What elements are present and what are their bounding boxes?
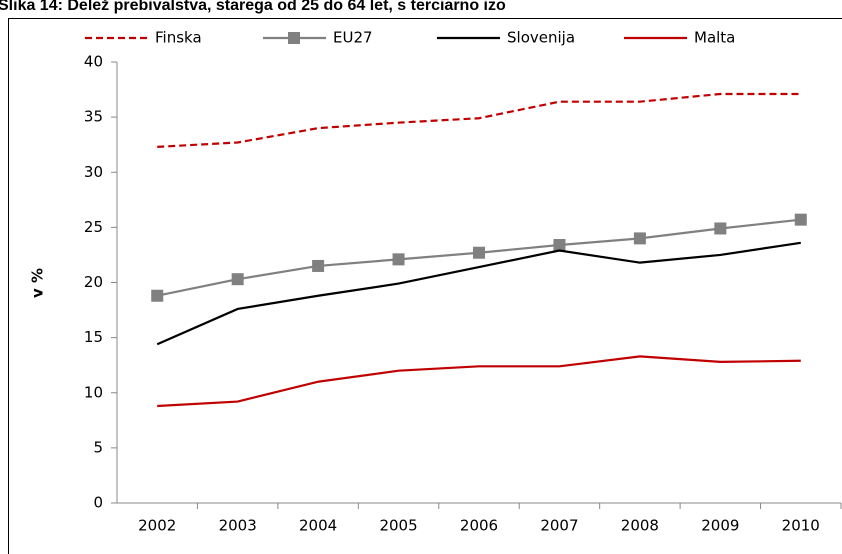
series-marker	[392, 253, 405, 266]
x-tick-label: 2006	[460, 517, 498, 535]
legend-marker	[288, 32, 300, 44]
series-marker	[473, 246, 485, 259]
chart-title: Slika 14: Delež prebivalstva, starega od…	[0, 0, 506, 14]
series-line	[157, 355, 801, 408]
y-tick-label: 15	[84, 328, 103, 346]
y-tick-label: 35	[84, 108, 103, 126]
y-tick-label: 5	[93, 438, 103, 456]
series-marker	[633, 232, 646, 245]
legend-label: Slovenija	[507, 29, 575, 47]
legend-label: Finska	[155, 29, 202, 47]
series-marker	[553, 239, 566, 252]
legend-label: Malta	[694, 29, 735, 47]
x-tick-label: 2010	[782, 517, 820, 535]
x-tick-label: 2002	[138, 517, 176, 535]
series-marker	[151, 289, 164, 302]
series-marker	[231, 273, 244, 286]
x-tick-label: 2009	[701, 517, 739, 535]
y-tick-label: 0	[93, 494, 103, 512]
x-tick-label: 2007	[540, 517, 578, 535]
chart-frame	[8, 18, 842, 554]
x-tick-label: 2004	[299, 517, 337, 535]
legend-label: EU27	[333, 29, 373, 47]
y-tick-label: 20	[84, 273, 103, 291]
x-tick-label: 2003	[219, 517, 257, 535]
x-tick-label: 2008	[621, 517, 659, 535]
series-line	[157, 92, 801, 148]
series-marker	[714, 222, 727, 235]
series-line	[156, 241, 801, 346]
y-tick-label: 40	[84, 53, 103, 71]
series-marker	[312, 259, 325, 272]
y-axis-label: v %	[29, 268, 47, 298]
y-tick-label: 25	[84, 218, 103, 236]
y-tick-label: 30	[84, 163, 103, 181]
series-marker	[794, 213, 807, 226]
x-tick-label: 2005	[379, 517, 417, 535]
y-tick-label: 10	[84, 383, 103, 401]
